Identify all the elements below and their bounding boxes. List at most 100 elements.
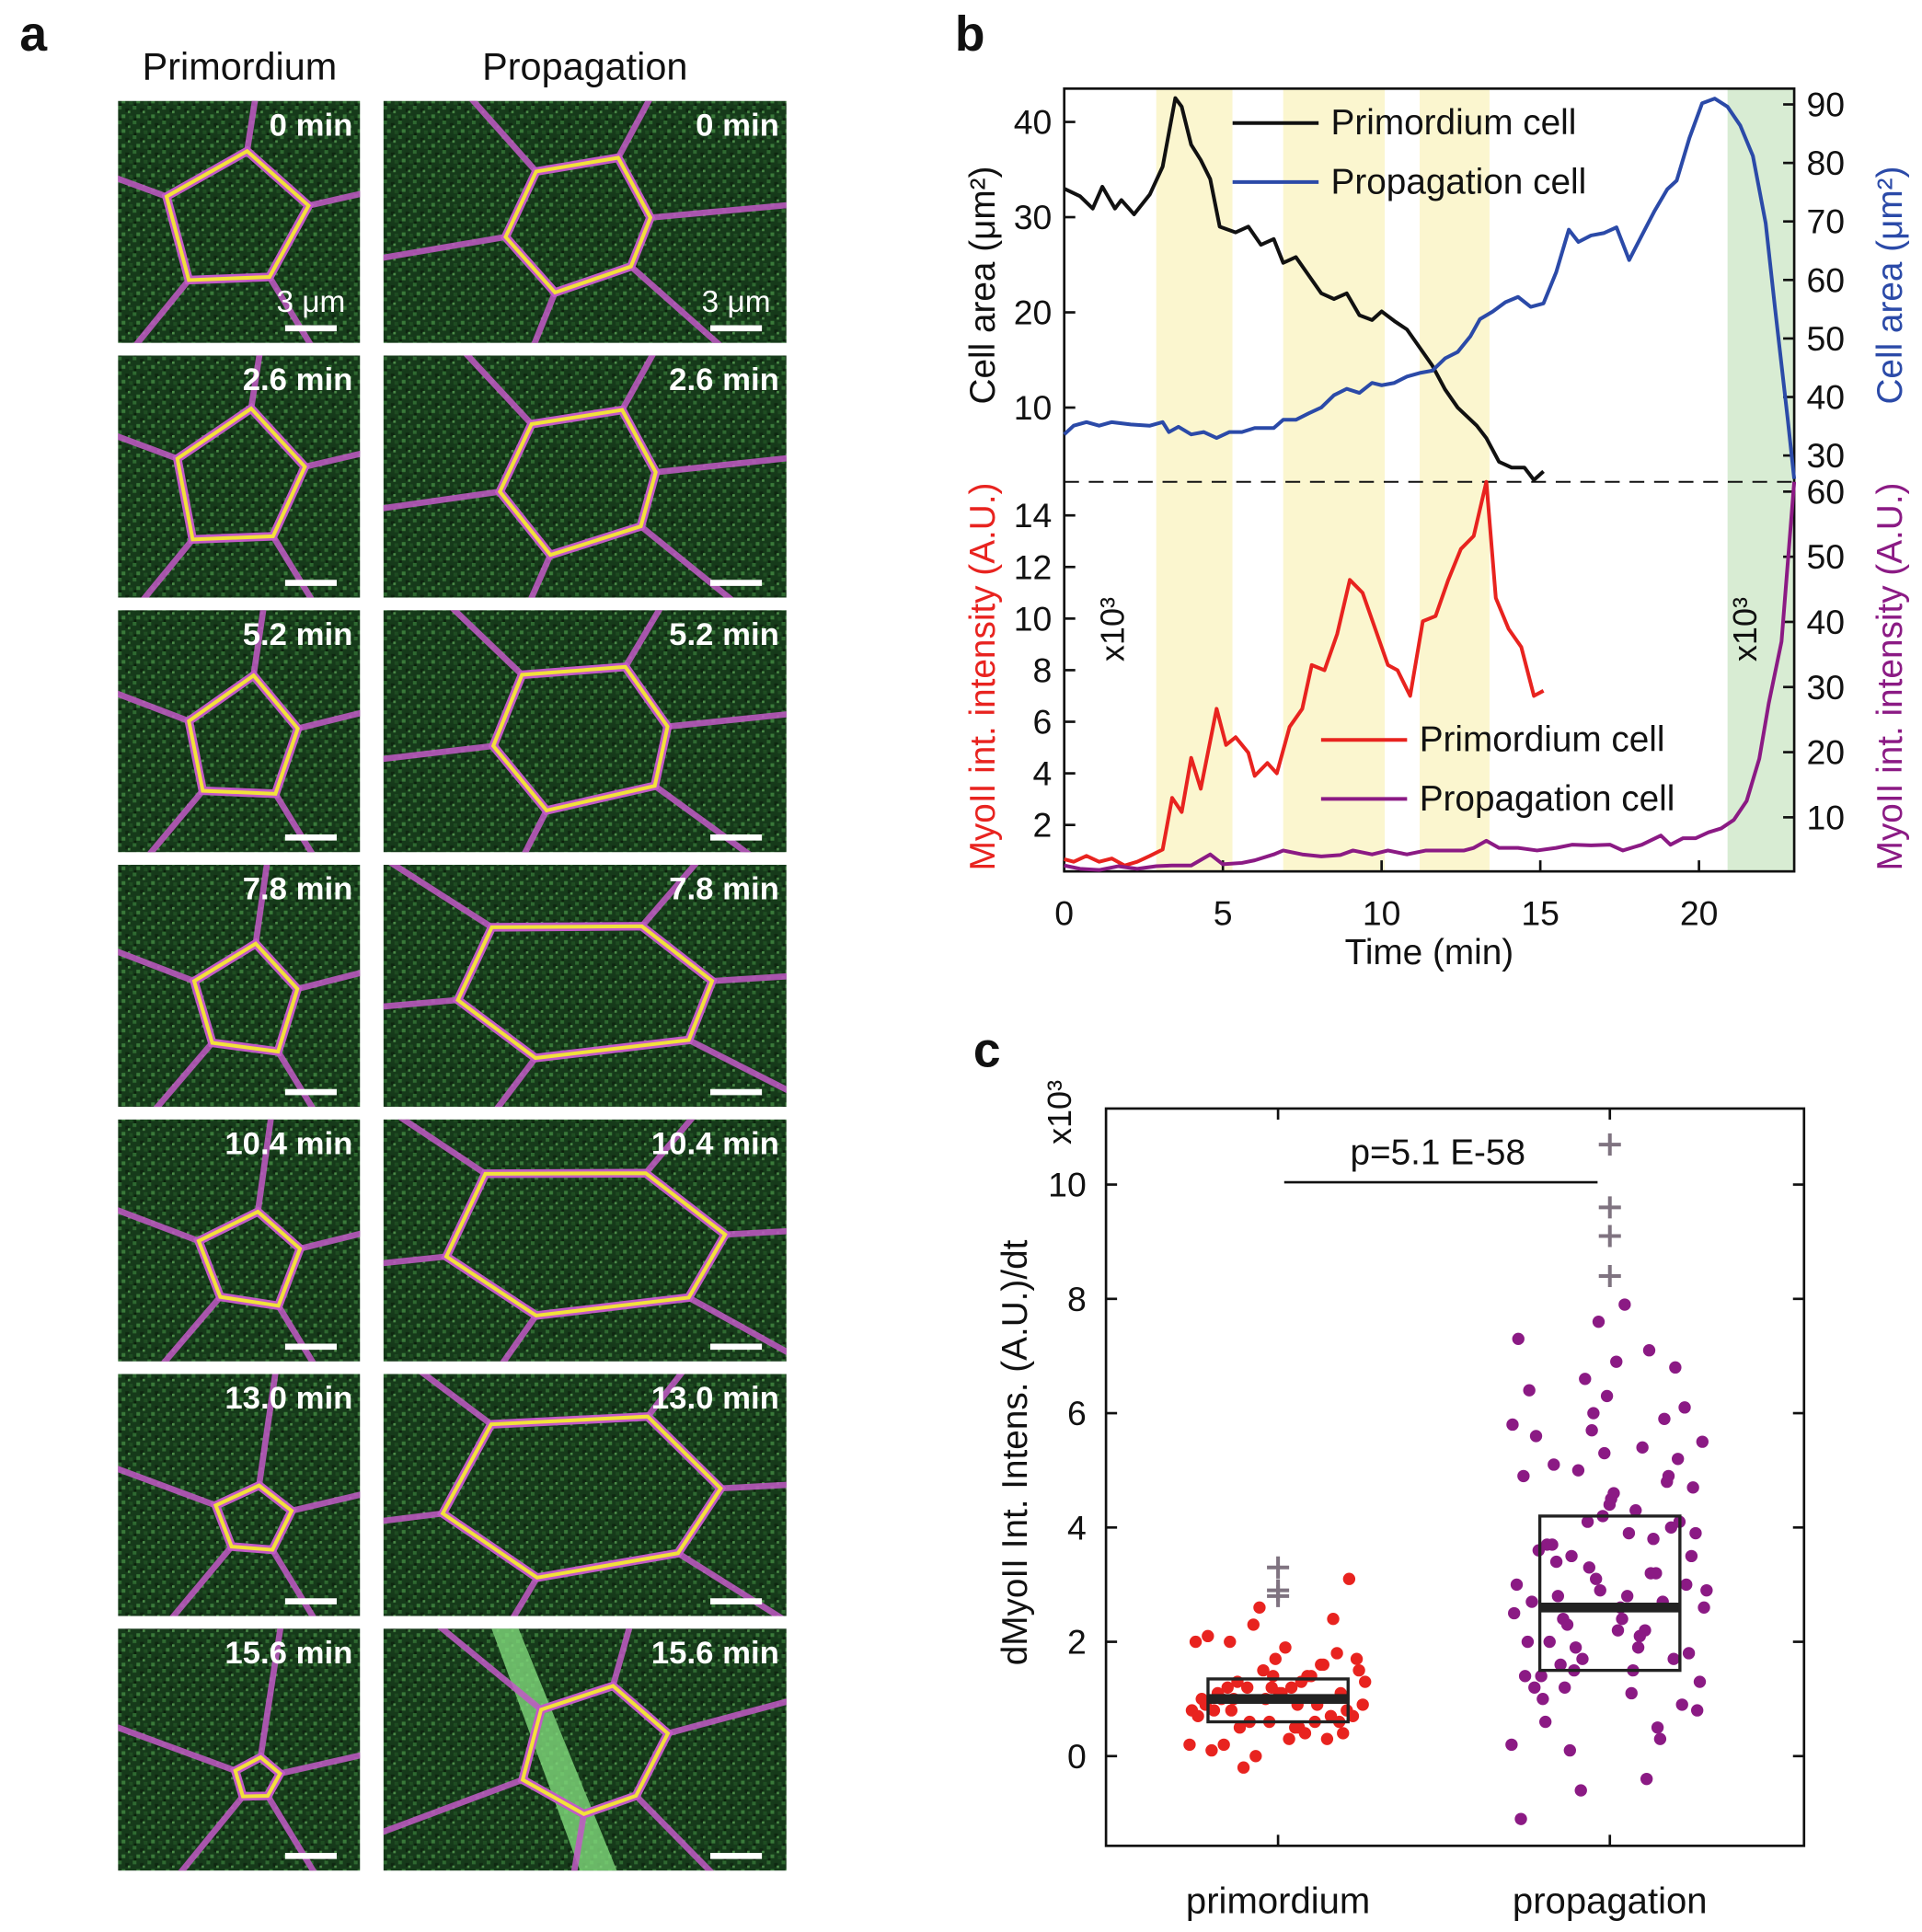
cell-outline (440, 1414, 723, 1580)
junction (161, 1294, 223, 1362)
x-tick-label: primordium (1186, 1880, 1370, 1921)
data-point (1506, 1418, 1519, 1432)
cell-outline (191, 941, 300, 1054)
junction (643, 1119, 696, 1176)
micrograph (118, 1628, 361, 1871)
y2-tick-label: 50 (1806, 319, 1845, 358)
junction (687, 1037, 787, 1094)
y2-tick-label: 40 (1806, 378, 1845, 417)
data-point (1337, 1727, 1350, 1740)
data-point (1658, 1412, 1671, 1425)
data-point (1217, 1738, 1230, 1752)
data-point (1685, 1549, 1698, 1563)
y-axis-label: dMyoII Int. Intens. (A.U.)/dt (996, 1239, 1035, 1665)
data-point (1629, 1503, 1642, 1517)
time-label: 15.6 min (651, 1636, 779, 1671)
junction (169, 1544, 235, 1616)
data-point (1350, 1652, 1364, 1665)
junction (256, 1374, 279, 1487)
data-point (1289, 1721, 1302, 1734)
data-point (1546, 1538, 1559, 1551)
cell-outline (455, 924, 715, 1061)
data-point (1582, 1561, 1596, 1574)
panel-label: b (955, 7, 985, 62)
junction (450, 610, 524, 677)
junction (118, 690, 190, 724)
x-tick-label: propagation (1513, 1880, 1708, 1921)
junction (153, 1041, 215, 1108)
scale-label: 3 μm (702, 285, 771, 319)
data-point (1616, 1613, 1629, 1626)
junction (639, 523, 734, 598)
plot-frame (1104, 1107, 1806, 1847)
y-tick-label: 2 (1067, 1623, 1087, 1662)
data-point (1636, 1441, 1649, 1455)
cell-outline (520, 1684, 671, 1816)
legend-label: Primordium cell (1420, 720, 1665, 760)
junction (146, 788, 205, 853)
junction (622, 610, 663, 669)
data-point (1548, 1458, 1560, 1471)
junction (522, 809, 550, 853)
junction (528, 553, 554, 598)
junction (118, 175, 168, 200)
micrograph-bg (383, 864, 787, 1108)
junction (250, 610, 267, 676)
y-tick-label: 12 (1014, 547, 1053, 586)
cell-outline (213, 1483, 294, 1552)
micrograph (383, 1628, 787, 1871)
data-point (1700, 1583, 1713, 1597)
cell-outline (503, 155, 653, 295)
y-tick-label: 8 (1067, 1280, 1087, 1318)
outlier (1598, 1264, 1621, 1287)
cell-outline (164, 148, 311, 282)
y2-axis-label: MyoII int. intensity (A.U.) (1870, 483, 1910, 871)
outlier (1598, 1196, 1621, 1219)
data-point (1647, 1533, 1660, 1546)
data-point (1224, 1635, 1237, 1649)
data-point (1581, 1515, 1594, 1528)
data-point (1600, 1389, 1614, 1403)
micrograph-bg (118, 100, 361, 343)
junction (383, 1253, 447, 1267)
y-tick-label: 10 (1014, 599, 1053, 638)
data-point (1207, 1704, 1221, 1717)
data-point (1269, 1652, 1282, 1665)
data-point (1611, 1624, 1625, 1637)
data-point (1346, 1709, 1360, 1723)
y-axis-label: MyoII int. intensity (A.U.) (963, 483, 1003, 871)
micrograph (118, 100, 361, 343)
data-point (1554, 1658, 1567, 1672)
plot-frame (1063, 86, 1796, 873)
data-point (1191, 1709, 1204, 1723)
data-point (1247, 1618, 1260, 1631)
legend-label: Propagation cell (1420, 779, 1675, 819)
data-point (1183, 1738, 1196, 1752)
junction (437, 1628, 544, 1712)
data-point (1585, 1424, 1598, 1437)
data-point (1510, 1578, 1524, 1592)
micrograph-bg (118, 610, 361, 853)
y-tick-label: 30 (1014, 198, 1053, 236)
cell-outline (233, 1754, 282, 1799)
data-point (1574, 1784, 1587, 1797)
junction (279, 1752, 361, 1777)
data-point (1693, 1675, 1707, 1688)
junction (383, 234, 507, 261)
junction (650, 201, 787, 221)
data-point (1330, 1647, 1343, 1660)
data-point (1320, 1732, 1334, 1745)
data-point (1189, 1635, 1203, 1649)
junction (267, 275, 314, 343)
junction (468, 100, 539, 174)
data-point (1618, 1298, 1631, 1311)
junction (628, 264, 722, 343)
junction (633, 1793, 715, 1871)
junction (304, 450, 361, 470)
data-point (1571, 1464, 1585, 1477)
data-point (1241, 1681, 1254, 1694)
data-point (1565, 1549, 1578, 1563)
data-point (1689, 1526, 1702, 1540)
junction (270, 1547, 316, 1616)
annotation: x10³ (1093, 597, 1131, 661)
